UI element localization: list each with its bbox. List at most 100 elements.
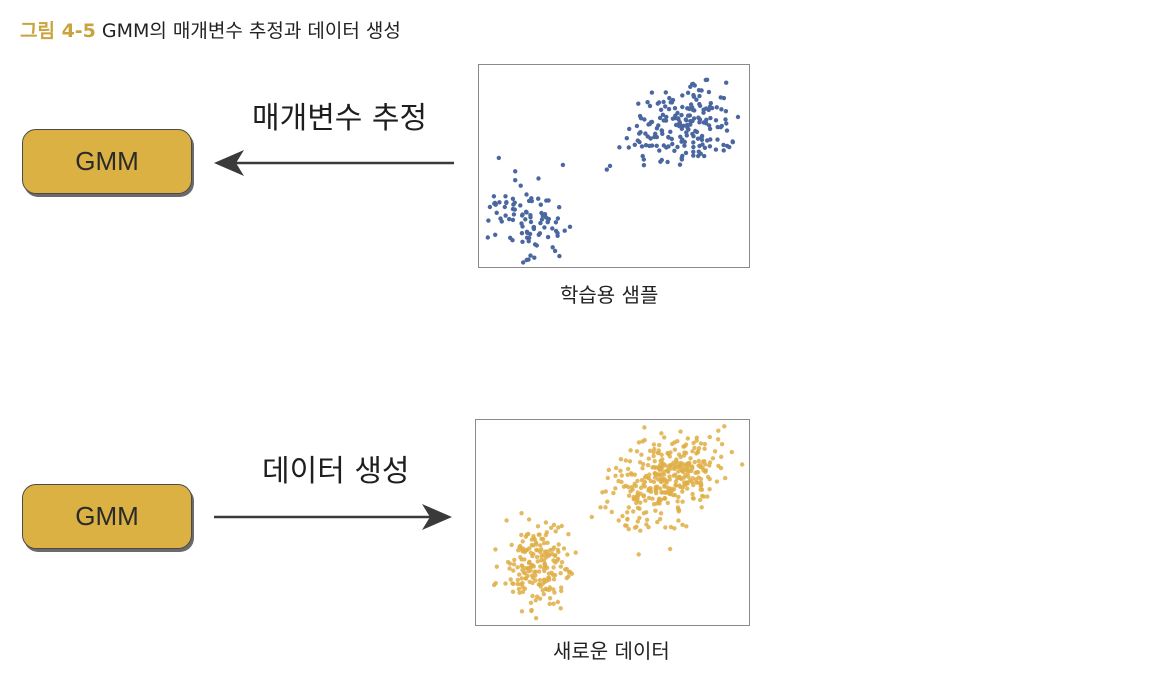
scatter-point bbox=[665, 451, 671, 456]
scatter-point bbox=[647, 448, 653, 453]
scatter-point bbox=[662, 496, 668, 501]
scatter-point bbox=[637, 131, 642, 136]
scatter-point bbox=[645, 463, 651, 468]
scatter-point bbox=[696, 115, 701, 120]
scatter-point bbox=[714, 479, 720, 484]
scatter-point bbox=[559, 588, 564, 594]
scatter-point bbox=[699, 482, 704, 487]
scatter-point bbox=[650, 465, 655, 470]
scatter-point bbox=[553, 553, 558, 558]
scatter-point bbox=[692, 445, 697, 451]
scatter-point bbox=[613, 473, 618, 478]
scatter-point bbox=[702, 153, 707, 159]
scatter-point bbox=[667, 463, 673, 468]
scatter-point bbox=[722, 424, 727, 429]
scatter-point bbox=[541, 540, 547, 546]
scatter-point bbox=[547, 596, 553, 601]
scatter-point bbox=[567, 224, 573, 229]
scatter-point bbox=[702, 145, 708, 150]
scatter-point bbox=[696, 463, 701, 468]
scatter-point bbox=[651, 502, 657, 507]
scatter-point bbox=[679, 139, 684, 144]
scatter-point bbox=[604, 167, 609, 172]
scatter-point bbox=[710, 456, 716, 461]
scatter-point bbox=[510, 589, 516, 594]
scatter-point bbox=[667, 477, 672, 482]
scatter-point bbox=[691, 482, 696, 488]
scatter-point bbox=[528, 213, 533, 218]
scatter-point bbox=[634, 449, 640, 454]
scatter-point bbox=[558, 571, 563, 576]
scatter-point bbox=[635, 519, 640, 524]
scatter-point bbox=[724, 128, 730, 133]
scatter-point bbox=[555, 216, 561, 221]
scatter-point bbox=[553, 220, 559, 225]
scatter-point bbox=[611, 490, 616, 496]
scatter-point bbox=[657, 501, 662, 506]
scatter-point bbox=[515, 565, 520, 570]
scatter-point bbox=[532, 255, 537, 260]
scatter-point bbox=[534, 554, 540, 560]
scatter-point bbox=[659, 128, 664, 133]
scatter-point bbox=[552, 248, 558, 254]
scatter-point bbox=[653, 131, 658, 136]
scatter-point bbox=[518, 555, 523, 560]
scatter-point bbox=[677, 121, 682, 126]
scatter-point bbox=[718, 95, 723, 100]
scatter-point bbox=[626, 526, 631, 532]
scatter-point bbox=[539, 547, 544, 552]
scatter-point bbox=[509, 542, 514, 548]
scatter-point bbox=[533, 616, 539, 621]
scatter-point bbox=[668, 524, 674, 530]
scatter-point bbox=[683, 150, 689, 156]
scatter-point bbox=[719, 454, 724, 459]
scatter-point bbox=[659, 490, 664, 495]
scatter-point bbox=[553, 529, 558, 534]
scatter-point bbox=[551, 577, 557, 582]
scatter-point bbox=[666, 134, 671, 140]
scatter-point bbox=[690, 449, 695, 454]
scatter-point bbox=[519, 609, 525, 614]
scatter-point bbox=[494, 564, 499, 569]
scatter-point bbox=[676, 469, 681, 474]
scatter-point bbox=[683, 117, 688, 122]
scatter-point bbox=[526, 239, 531, 244]
scatter-point bbox=[518, 183, 523, 188]
scatter-point bbox=[515, 581, 520, 587]
scatter-point bbox=[638, 485, 644, 490]
scatter-point bbox=[715, 437, 721, 442]
scatter-point bbox=[708, 115, 713, 121]
scatter-point bbox=[708, 137, 713, 142]
scatter-point bbox=[651, 442, 657, 447]
scatter-point bbox=[517, 545, 522, 550]
scatter-point bbox=[493, 547, 498, 552]
scatter-point bbox=[697, 143, 702, 149]
scatter-point bbox=[682, 143, 687, 148]
scatter-point bbox=[556, 542, 561, 547]
scatter-point bbox=[659, 460, 665, 466]
scatter-point bbox=[690, 491, 695, 497]
scatter-point bbox=[539, 536, 544, 541]
scatter-point bbox=[657, 498, 662, 503]
scatter-point bbox=[508, 235, 513, 240]
scatter-point bbox=[721, 142, 726, 148]
scatter-point bbox=[701, 468, 706, 473]
scatter-point bbox=[664, 114, 669, 120]
scatter-point bbox=[555, 556, 561, 562]
scatter-point bbox=[713, 118, 719, 123]
scatter-point bbox=[706, 89, 712, 95]
scatter-point bbox=[647, 487, 653, 493]
scatter-point bbox=[642, 425, 647, 430]
scatter-point bbox=[503, 213, 508, 218]
scatter-point bbox=[493, 232, 498, 237]
scatter-point bbox=[532, 570, 537, 575]
scatter-point bbox=[652, 446, 657, 452]
scatter-point bbox=[645, 100, 650, 105]
scatter-point bbox=[643, 498, 648, 503]
scatter-point bbox=[692, 108, 697, 113]
gmm-box-estimation: GMM bbox=[22, 129, 192, 194]
scatter-point bbox=[625, 510, 630, 515]
scatter-point bbox=[673, 472, 678, 477]
scatter-point bbox=[659, 157, 664, 163]
scatter-point bbox=[545, 540, 550, 545]
